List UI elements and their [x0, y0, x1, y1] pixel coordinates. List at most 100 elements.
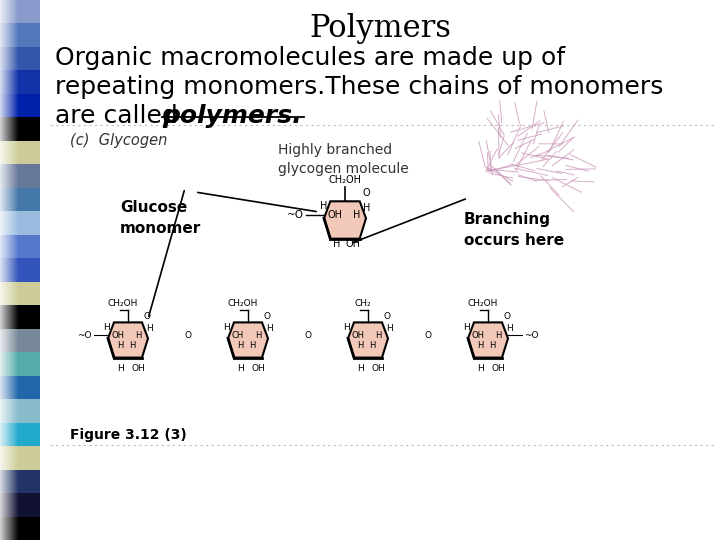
Text: H: H — [477, 341, 483, 349]
Text: CH: CH — [232, 330, 244, 340]
Text: O: O — [184, 330, 192, 340]
Text: OH: OH — [328, 210, 343, 220]
Bar — [1, 0, 2, 540]
Bar — [17, 0, 18, 540]
Text: O: O — [363, 188, 370, 198]
Bar — [0, 0, 1, 540]
Text: H: H — [363, 203, 370, 213]
Text: OH: OH — [351, 330, 364, 340]
Text: H: H — [356, 364, 364, 373]
Bar — [0, 399, 40, 423]
Text: OH: OH — [472, 330, 485, 340]
Text: are called: are called — [55, 104, 186, 128]
Text: Polymers: Polymers — [309, 13, 451, 44]
Text: OH: OH — [131, 364, 145, 373]
Bar — [11, 0, 12, 540]
Text: OH: OH — [251, 364, 265, 373]
Polygon shape — [108, 322, 148, 357]
Text: H: H — [255, 330, 261, 340]
Bar — [0, 423, 40, 446]
Bar — [0, 164, 40, 188]
Text: CH₂OH: CH₂OH — [468, 299, 498, 308]
Text: CH₂OH: CH₂OH — [328, 176, 361, 185]
Text: OH: OH — [371, 364, 385, 373]
Bar — [0, 141, 40, 164]
Text: Highly branched
glycogen molecule: Highly branched glycogen molecule — [278, 143, 409, 177]
Text: H: H — [117, 364, 123, 373]
Bar — [0, 94, 40, 117]
Text: O: O — [305, 330, 312, 340]
Bar — [14, 0, 15, 540]
Bar — [0, 352, 40, 376]
Text: CH₂: CH₂ — [355, 299, 372, 308]
Bar — [0, 282, 40, 305]
Text: polymers.: polymers. — [162, 104, 302, 128]
Text: H: H — [249, 341, 255, 349]
Polygon shape — [348, 322, 388, 357]
Text: H: H — [477, 364, 483, 373]
Text: O: O — [503, 312, 510, 321]
Text: OH: OH — [346, 239, 361, 249]
Text: H: H — [343, 323, 350, 332]
Text: H: H — [375, 330, 381, 340]
Bar — [0, 188, 40, 211]
Text: Figure 3.12 (3): Figure 3.12 (3) — [70, 428, 186, 442]
Text: H: H — [495, 330, 501, 340]
Text: Branching
occurs here: Branching occurs here — [464, 212, 564, 248]
Text: H: H — [237, 364, 243, 373]
Bar — [16, 0, 17, 540]
Text: H: H — [354, 210, 361, 220]
Text: H: H — [463, 323, 470, 332]
Text: OH: OH — [112, 330, 125, 340]
Text: H: H — [333, 239, 341, 249]
Bar — [0, 305, 40, 329]
Bar — [7, 0, 8, 540]
Bar — [3, 0, 4, 540]
Bar — [12, 0, 13, 540]
Bar — [0, 329, 40, 352]
Text: Glucose
monomer: Glucose monomer — [120, 200, 202, 236]
Bar — [9, 0, 10, 540]
Text: ~O: ~O — [78, 330, 92, 340]
Text: O: O — [264, 312, 270, 321]
Text: H: H — [103, 323, 109, 332]
Bar — [0, 70, 40, 94]
Text: OH: OH — [491, 364, 505, 373]
Text: H: H — [135, 330, 141, 340]
Polygon shape — [324, 201, 366, 239]
Bar — [0, 258, 40, 282]
Polygon shape — [468, 322, 508, 357]
Bar — [0, 47, 40, 70]
Text: H: H — [386, 325, 393, 333]
Text: H: H — [369, 341, 375, 349]
Text: ~O: ~O — [524, 330, 539, 340]
Bar — [0, 470, 40, 493]
Text: ~O: ~O — [287, 210, 304, 220]
Text: Organic macromolecules are made up of: Organic macromolecules are made up of — [55, 46, 565, 70]
Text: H: H — [266, 325, 273, 333]
Bar — [0, 517, 40, 540]
Bar — [0, 446, 40, 470]
Text: H: H — [146, 325, 153, 333]
Bar — [0, 376, 40, 399]
Bar — [8, 0, 9, 540]
Text: H: H — [489, 341, 495, 349]
Bar — [2, 0, 3, 540]
Text: O: O — [425, 330, 431, 340]
Bar — [0, 0, 40, 23]
Text: H: H — [129, 341, 135, 349]
Text: repeating monomers.These chains of monomers: repeating monomers.These chains of monom… — [55, 75, 663, 99]
Bar — [5, 0, 6, 540]
Bar — [0, 23, 40, 47]
Text: (c)  Glycogen: (c) Glycogen — [70, 133, 167, 148]
Text: H: H — [357, 341, 363, 349]
Bar — [15, 0, 16, 540]
Text: O: O — [383, 312, 390, 321]
Text: O: O — [143, 312, 150, 321]
Polygon shape — [228, 322, 268, 357]
Bar — [6, 0, 7, 540]
Text: CH₂OH: CH₂OH — [228, 299, 258, 308]
Bar — [4, 0, 5, 540]
Bar — [0, 211, 40, 235]
Text: H: H — [223, 323, 230, 332]
